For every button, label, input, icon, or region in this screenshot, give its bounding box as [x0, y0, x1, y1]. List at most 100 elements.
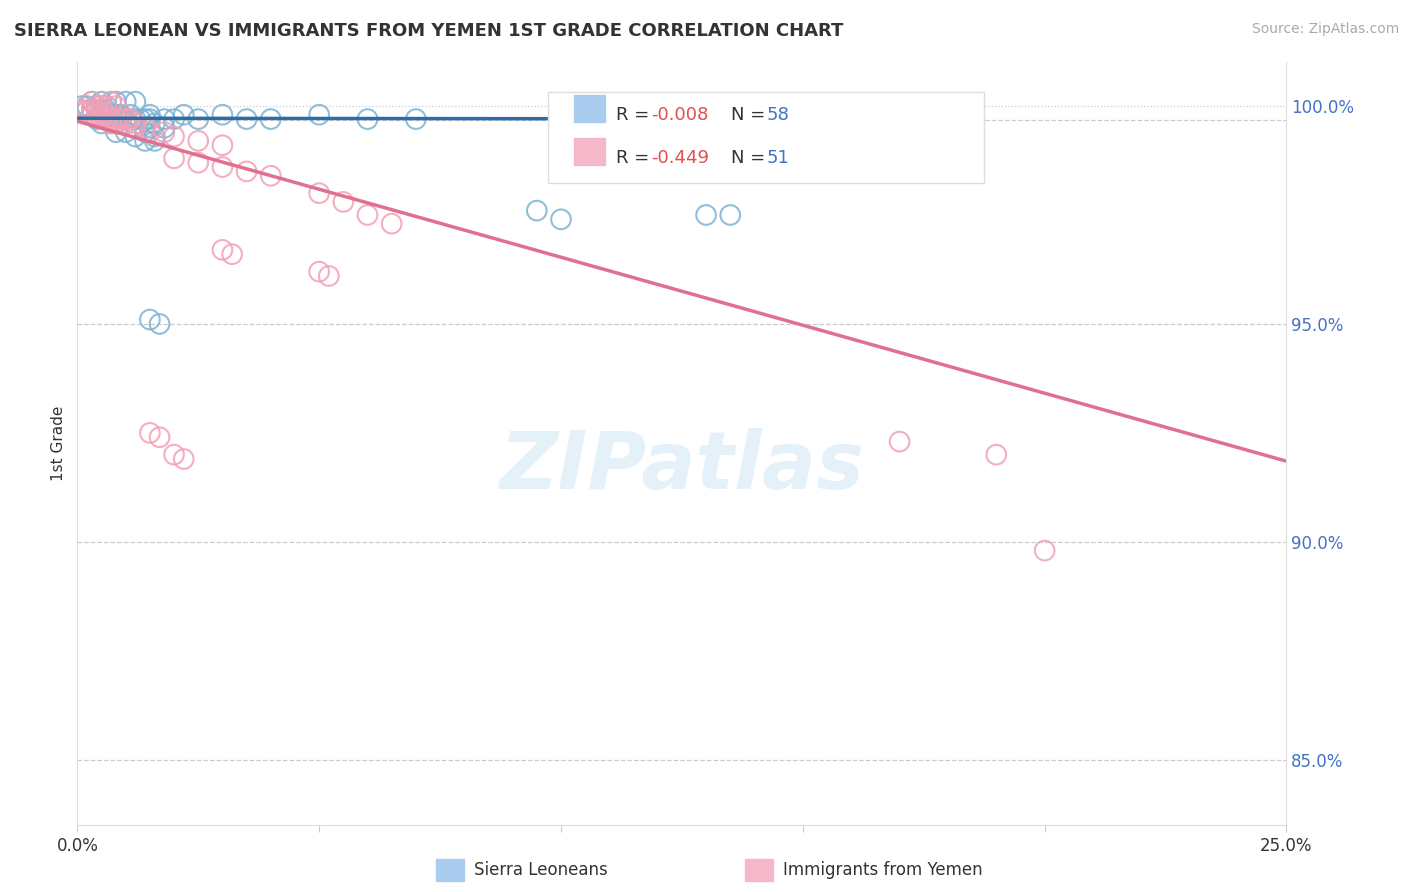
Point	[80, 108, 103, 122]
Point	[86, 112, 108, 127]
Point	[76, 103, 98, 118]
Point	[986, 448, 1008, 462]
Point	[187, 134, 209, 148]
Point	[260, 169, 283, 183]
Point	[80, 103, 103, 118]
Point	[86, 99, 108, 113]
Point	[718, 208, 741, 222]
Point	[80, 95, 103, 109]
Point	[221, 247, 243, 261]
Point	[129, 112, 152, 127]
Point	[134, 125, 156, 139]
Point	[96, 99, 118, 113]
Point	[153, 112, 176, 127]
Point	[100, 116, 122, 130]
Point	[124, 120, 146, 135]
Point	[96, 99, 118, 113]
Point	[381, 217, 404, 231]
Text: 58: 58	[766, 106, 789, 124]
Point	[124, 120, 146, 135]
Point	[1033, 543, 1056, 558]
Point	[134, 112, 156, 127]
Point	[139, 312, 162, 326]
Point	[80, 103, 103, 118]
Point	[110, 112, 132, 127]
Point	[124, 116, 146, 130]
Point	[100, 95, 122, 109]
Point	[139, 425, 162, 440]
Point	[96, 112, 118, 127]
Point	[100, 95, 122, 109]
Point	[187, 155, 209, 169]
Point	[105, 116, 128, 130]
Point	[550, 212, 572, 227]
Point	[70, 99, 93, 113]
Text: N =: N =	[731, 106, 770, 124]
Point	[134, 120, 156, 135]
Point	[405, 112, 427, 127]
Point	[308, 186, 330, 201]
Point	[148, 430, 170, 444]
Text: SIERRA LEONEAN VS IMMIGRANTS FROM YEMEN 1ST GRADE CORRELATION CHART: SIERRA LEONEAN VS IMMIGRANTS FROM YEMEN …	[14, 22, 844, 40]
Point	[356, 208, 378, 222]
Point	[308, 265, 330, 279]
Point	[100, 116, 122, 130]
Point	[139, 125, 162, 139]
Point	[96, 112, 118, 127]
Point	[76, 99, 98, 113]
Y-axis label: 1st Grade: 1st Grade	[51, 406, 66, 482]
Text: R =: R =	[616, 106, 655, 124]
Point	[105, 125, 128, 139]
Point	[86, 103, 108, 118]
Point	[105, 95, 128, 109]
Point	[143, 116, 166, 130]
Point	[163, 129, 186, 144]
Point	[90, 103, 112, 118]
Point	[134, 134, 156, 148]
Point	[889, 434, 911, 449]
Point	[110, 112, 132, 127]
Point	[139, 108, 162, 122]
Point	[114, 125, 136, 139]
Text: Source: ZipAtlas.com: Source: ZipAtlas.com	[1251, 22, 1399, 37]
Point	[114, 116, 136, 130]
Point	[96, 103, 118, 118]
Point	[211, 138, 233, 153]
Text: -0.449: -0.449	[651, 149, 709, 167]
Point	[695, 208, 717, 222]
Point	[211, 160, 233, 174]
Point	[124, 112, 146, 127]
Point	[260, 112, 283, 127]
Point	[163, 112, 186, 127]
Point	[124, 129, 146, 144]
Text: Immigrants from Yemen: Immigrants from Yemen	[783, 861, 983, 879]
Point	[114, 95, 136, 109]
Point	[120, 112, 142, 127]
Point	[114, 112, 136, 127]
Point	[526, 203, 548, 218]
Point	[211, 243, 233, 257]
Point	[235, 112, 257, 127]
Point	[143, 129, 166, 144]
Point	[308, 108, 330, 122]
Point	[173, 452, 195, 467]
Point	[163, 151, 186, 165]
Text: R =: R =	[616, 149, 655, 167]
Point	[173, 108, 195, 122]
Text: 51: 51	[766, 149, 789, 167]
Point	[332, 194, 354, 209]
Point	[318, 268, 340, 283]
Point	[86, 103, 108, 118]
Point	[80, 108, 103, 122]
Point	[96, 108, 118, 122]
Point	[153, 120, 176, 135]
Point	[76, 103, 98, 118]
Point	[163, 448, 186, 462]
Point	[211, 108, 233, 122]
Point	[86, 108, 108, 122]
Point	[110, 108, 132, 122]
Point	[148, 317, 170, 331]
Point	[153, 125, 176, 139]
Point	[80, 95, 103, 109]
Point	[86, 99, 108, 113]
